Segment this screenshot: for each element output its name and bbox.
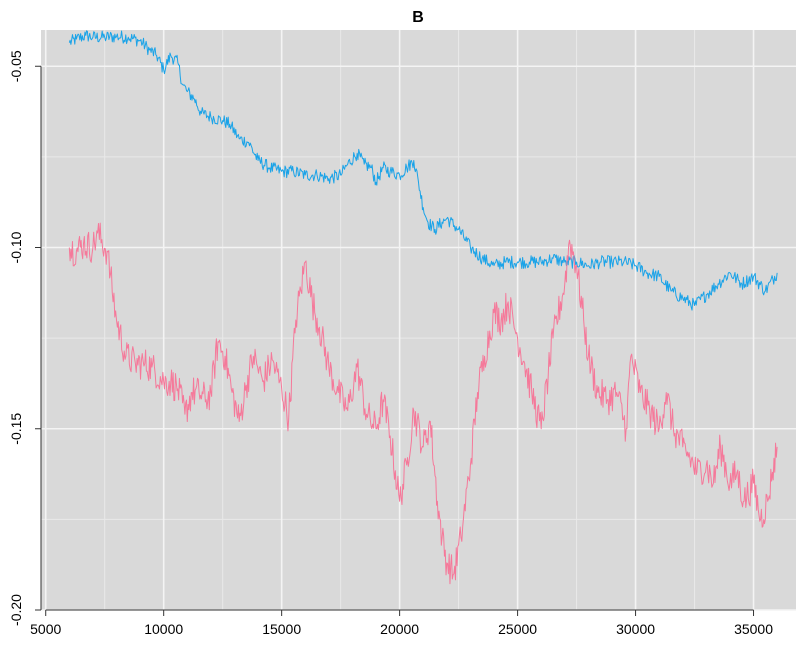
- x-tick-label: 35000: [734, 621, 773, 637]
- x-tick-label: 15000: [262, 621, 301, 637]
- y-tick-label: -0.10: [8, 231, 24, 263]
- y-tick-label: -0.20: [8, 594, 24, 626]
- grid-minor: [41, 30, 796, 610]
- x-tick-label: 10000: [144, 621, 183, 637]
- series-line-1: [68, 30, 778, 311]
- plot-background: [41, 30, 796, 610]
- x-tick-label: 25000: [498, 621, 537, 637]
- y-tick-label: -0.05: [8, 50, 24, 82]
- x-tick-label: 5000: [30, 621, 61, 637]
- x-tick-label: 30000: [616, 621, 655, 637]
- series-layer: [68, 30, 778, 585]
- y-tick-label: -0.15: [8, 413, 24, 445]
- series-line-2: [68, 222, 778, 585]
- axes-layer: 5000 10000 15000 20000 25000 30000 35000 -0.20 -…: [8, 50, 773, 637]
- x-tick-label: 20000: [380, 621, 419, 637]
- chart-title: B: [412, 9, 424, 26]
